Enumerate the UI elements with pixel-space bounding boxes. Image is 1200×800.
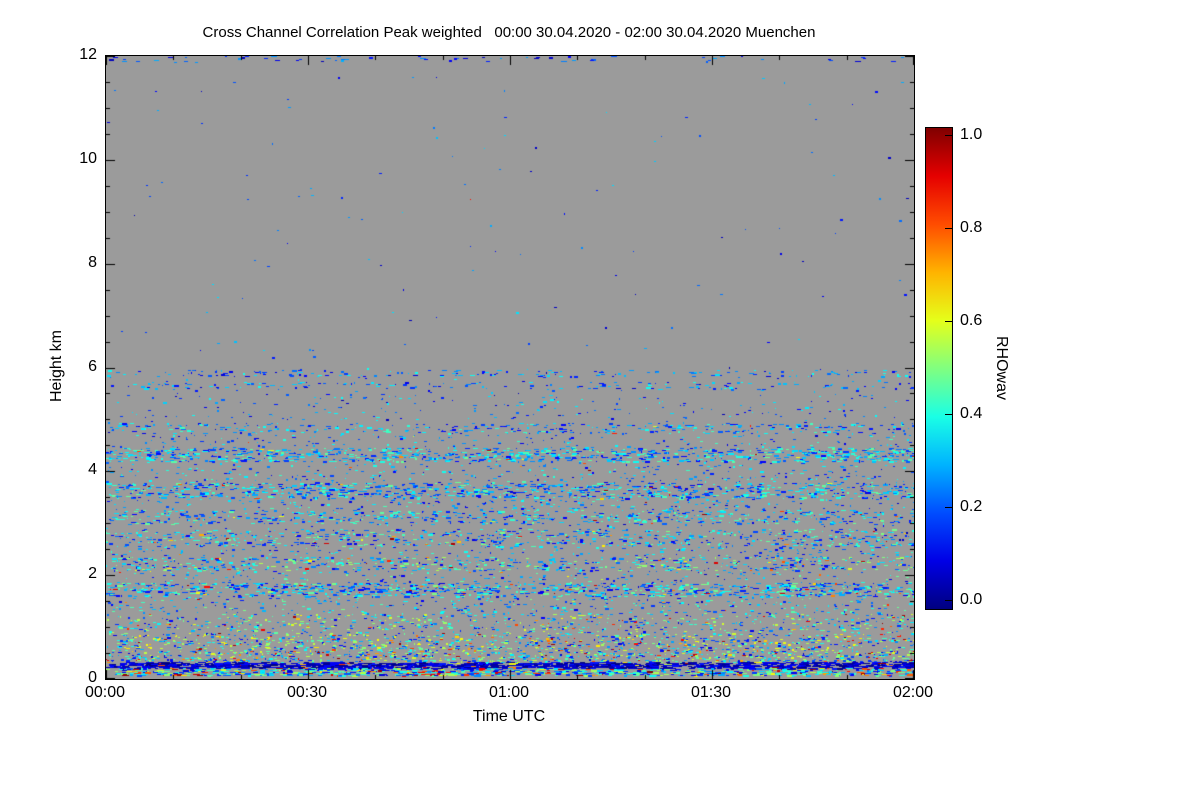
x-tick-label: 01:30 <box>690 684 732 701</box>
colorbar <box>925 127 953 610</box>
x-tick-label: 02:00 <box>892 684 934 701</box>
colorbar-tick-mark <box>945 321 952 322</box>
colorbar-title: RHOwav <box>993 335 1010 401</box>
colorbar-tick-mark <box>945 414 952 415</box>
x-tick-label: 00:30 <box>286 684 328 701</box>
y-tick-label: 12 <box>79 46 97 63</box>
y-tick-label: 4 <box>88 461 97 479</box>
y-tick-label: 10 <box>79 149 97 167</box>
colorbar-tick-label: 0.0 <box>960 591 983 608</box>
colorbar-tick-mark <box>945 135 952 136</box>
heatmap-canvas <box>106 56 914 679</box>
x-tick-label: 00:00 <box>84 684 126 701</box>
x-tick-label: 01:00 <box>488 684 530 701</box>
x-axis-title: Time UTC <box>472 708 546 725</box>
y-tick-label: 6 <box>88 357 97 375</box>
colorbar-tick-mark <box>945 507 952 508</box>
colorbar-tick-mark <box>945 228 952 229</box>
colorbar-tick-label: 0.8 <box>960 219 983 236</box>
colorbar-tick-label: 1.0 <box>960 126 983 143</box>
colorbar-tick-label: 0.4 <box>960 405 983 422</box>
y-tick-label: 2 <box>88 565 97 583</box>
y-tick-label: 0 <box>88 669 97 686</box>
colorbar-tick-label: 0.6 <box>960 312 983 329</box>
chart-title: Cross Channel Correlation Peak weighted … <box>202 24 816 41</box>
colorbar-tick-mark <box>945 600 952 601</box>
y-tick-label: 8 <box>88 253 97 271</box>
plot-area <box>105 55 915 680</box>
colorbar-tick-label: 0.2 <box>960 498 983 515</box>
